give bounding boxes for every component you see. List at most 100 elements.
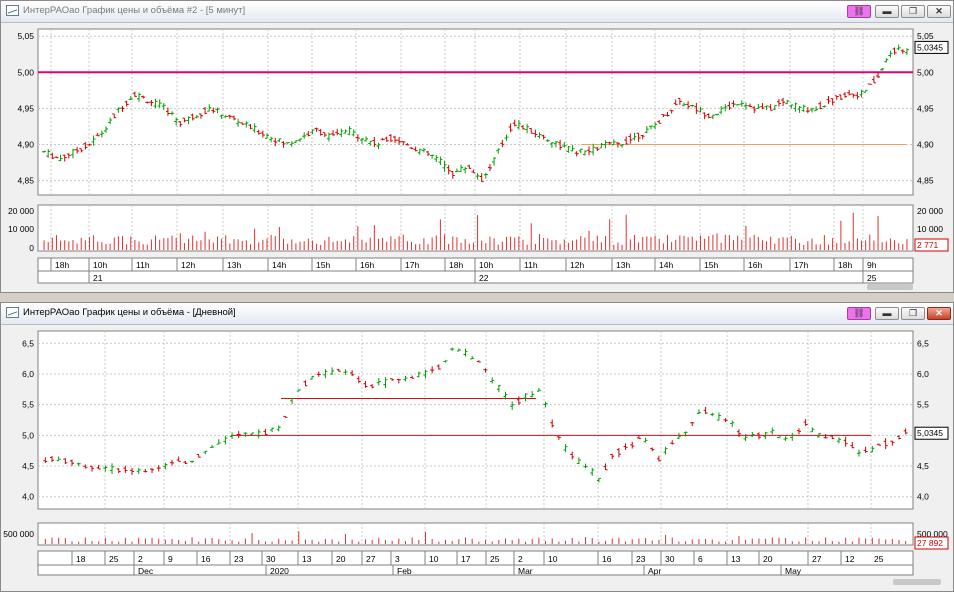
price-bar [490,377,495,384]
day-label: 3 [395,554,400,564]
link-icon[interactable]: ⛓ [847,307,871,320]
price-bar [781,97,786,107]
price-bar [103,465,108,472]
price-bar [384,136,389,142]
horizontal-scrollbar[interactable] [867,284,913,290]
price-bar [636,435,641,439]
price-tick-right: 5,05 [917,31,934,41]
day-label: 13 [731,554,741,564]
price-bar [54,156,59,159]
price-bar [236,431,241,439]
price-bar [165,107,170,116]
daily-chart[interactable]: 6,56,56,06,05,55,55,05,04,54,54,04,05,03… [1,325,953,591]
price-bar [75,146,80,154]
chart-window-daily[interactable]: ИнтерРАОао График цены и объёма - [Дневн… [0,302,954,592]
price-bar [426,150,431,157]
restore-button[interactable]: ❐ [901,307,925,320]
price-bar [376,142,381,150]
close-button[interactable]: ✕ [927,5,951,18]
price-bar [523,393,528,402]
price-bar [243,432,248,437]
price-bar [359,137,364,145]
price-bar [776,436,781,439]
price-bar [456,348,461,352]
price-bar [99,130,104,138]
chart-window-5min[interactable]: ИнтерРАОао График цены и объёма #2 - [5 … [0,0,954,293]
price-bar [863,89,868,93]
price-bar [892,47,897,55]
price-bar [796,428,801,435]
window-titlebar[interactable]: ИнтерРАОао График цены и объёма - [Дневн… [1,303,953,325]
link-icon[interactable]: ⛓ [847,5,871,18]
close-button[interactable]: ✕ [927,307,951,320]
price-bar [417,148,422,155]
price-bar [710,412,715,417]
price-bar [663,446,668,455]
price-bar [496,148,501,154]
price-bar [550,419,555,428]
volume-panel [37,522,914,546]
minimize-button[interactable]: ▬ [875,5,899,18]
price-bar [276,425,281,432]
price-tick-right: 4,85 [917,176,934,186]
price-bar [809,107,814,113]
price-bar [250,432,255,435]
price-tick-left: 4,0 [22,492,34,502]
price-bar [112,113,117,119]
price-bar [467,164,472,169]
horizontal-scrollbar[interactable] [893,579,941,585]
window-title: ИнтерРАОао График цены и объёма - [Дневн… [23,307,236,318]
price-bar [870,446,875,453]
price-bar [591,143,596,156]
price-bar [244,121,249,128]
price-bar [236,118,241,127]
month-label: Mar [518,566,533,576]
price-tick-left: 4,5 [22,461,34,471]
price-bar [285,142,290,144]
chart-window-icon [6,5,19,16]
price-bar [508,123,513,133]
price-tick-right: 5,00 [917,67,934,77]
hour-label: 15h [704,260,718,270]
price-bar [750,431,755,438]
price-bar [436,364,441,370]
price-bar [186,116,191,125]
price-bar [836,437,841,444]
price-bar [903,428,908,435]
window-titlebar[interactable]: ИнтерРАОао График цены и объёма #2 - [5 … [1,1,953,23]
price-bar [380,138,385,141]
price-bar [690,422,695,427]
price-bar [826,95,831,104]
price-bar [810,427,815,433]
price-bar [570,451,575,460]
current-volume-badge [914,238,949,252]
restore-button[interactable]: ❐ [901,5,925,18]
price-bar [545,139,550,142]
price-bar [558,139,563,151]
price-bar [289,141,294,147]
day-label: 16 [602,554,612,564]
day-label: 20 [336,554,346,564]
price-bar [153,98,158,109]
price-bar [223,435,228,445]
price-bar [850,441,855,449]
hour-label: 13h [616,260,630,270]
price-bar [396,378,401,384]
price-bar [403,375,408,382]
price-bar [529,128,534,134]
price-bar [487,164,492,172]
day-label: 9 [168,554,173,564]
day-label: 25 [874,554,884,564]
price-bar [87,143,92,146]
minimize-button[interactable]: ▬ [875,307,899,320]
price-tick-right: 5,5 [917,400,929,410]
price-tick-left: 5,0 [22,430,34,440]
price-bar [256,429,261,439]
price-bar [270,427,275,433]
price-bar [318,128,323,136]
price-bar [562,142,567,148]
price-bar [743,433,748,441]
day-label: 12 [845,554,855,564]
intraday-chart[interactable]: 5,05 5,05 5,00 5,00 4,95 4,95 4,90 4,90 4,85 4,85… [1,23,953,293]
price-bar [471,169,476,174]
